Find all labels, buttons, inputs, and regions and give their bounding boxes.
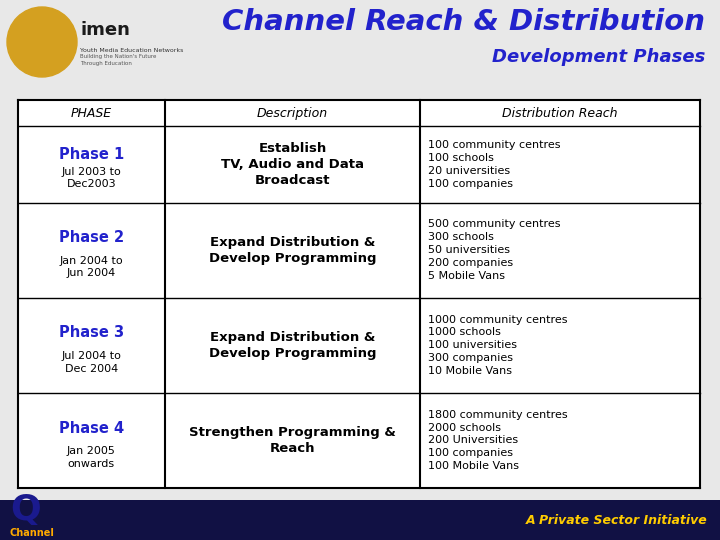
Text: PHASE: PHASE bbox=[71, 107, 112, 120]
Text: 1000 community centres
1000 schools
100 universities
300 companies
10 Mobile Van: 1000 community centres 1000 schools 100 … bbox=[428, 315, 568, 376]
Bar bbox=[18, 100, 700, 488]
Text: Jan 2004 to
Jun 2004: Jan 2004 to Jun 2004 bbox=[60, 256, 123, 279]
Text: Building the Nation's Future
Through Education: Building the Nation's Future Through Edu… bbox=[80, 55, 156, 65]
Text: Development Phases: Development Phases bbox=[492, 48, 705, 66]
Text: Phase 1: Phase 1 bbox=[59, 147, 124, 162]
Bar bbox=[0, 500, 720, 540]
Text: Expand Distribution &
Develop Programming: Expand Distribution & Develop Programmin… bbox=[209, 235, 377, 265]
Text: 1800 community centres
2000 schools
200 Universities
100 companies
100 Mobile Va: 1800 community centres 2000 schools 200 … bbox=[428, 410, 568, 471]
Text: A Private Sector Initiative: A Private Sector Initiative bbox=[526, 514, 708, 526]
Text: Channel Reach & Distribution: Channel Reach & Distribution bbox=[222, 8, 705, 36]
Text: Phase 2: Phase 2 bbox=[59, 230, 124, 245]
Text: Jul 2003 to
Dec2003: Jul 2003 to Dec2003 bbox=[61, 167, 121, 190]
Text: Strengthen Programming &
Reach: Strengthen Programming & Reach bbox=[189, 426, 396, 455]
Text: Establish
TV, Audio and Data
Broadcast: Establish TV, Audio and Data Broadcast bbox=[221, 142, 364, 187]
Text: Phase 3: Phase 3 bbox=[59, 326, 124, 340]
Circle shape bbox=[7, 7, 77, 77]
Text: Expand Distribution &
Develop Programming: Expand Distribution & Develop Programmin… bbox=[209, 331, 377, 360]
Text: Description: Description bbox=[257, 107, 328, 120]
Text: Distribution Reach: Distribution Reach bbox=[503, 107, 618, 120]
Text: 500 community centres
300 schools
50 universities
200 companies
5 Mobile Vans: 500 community centres 300 schools 50 uni… bbox=[428, 219, 561, 281]
Text: Jul 2004 to
Dec 2004: Jul 2004 to Dec 2004 bbox=[61, 351, 121, 374]
Text: Phase 4: Phase 4 bbox=[59, 421, 124, 436]
Text: Q: Q bbox=[10, 493, 41, 527]
Text: Jan 2005
onwards: Jan 2005 onwards bbox=[67, 447, 116, 469]
Text: Youth Media Education Networks: Youth Media Education Networks bbox=[80, 48, 184, 52]
Text: imen: imen bbox=[80, 21, 130, 39]
Text: 100 community centres
100 schools
20 universities
100 companies: 100 community centres 100 schools 20 uni… bbox=[428, 140, 561, 188]
Text: Channel: Channel bbox=[10, 528, 55, 538]
